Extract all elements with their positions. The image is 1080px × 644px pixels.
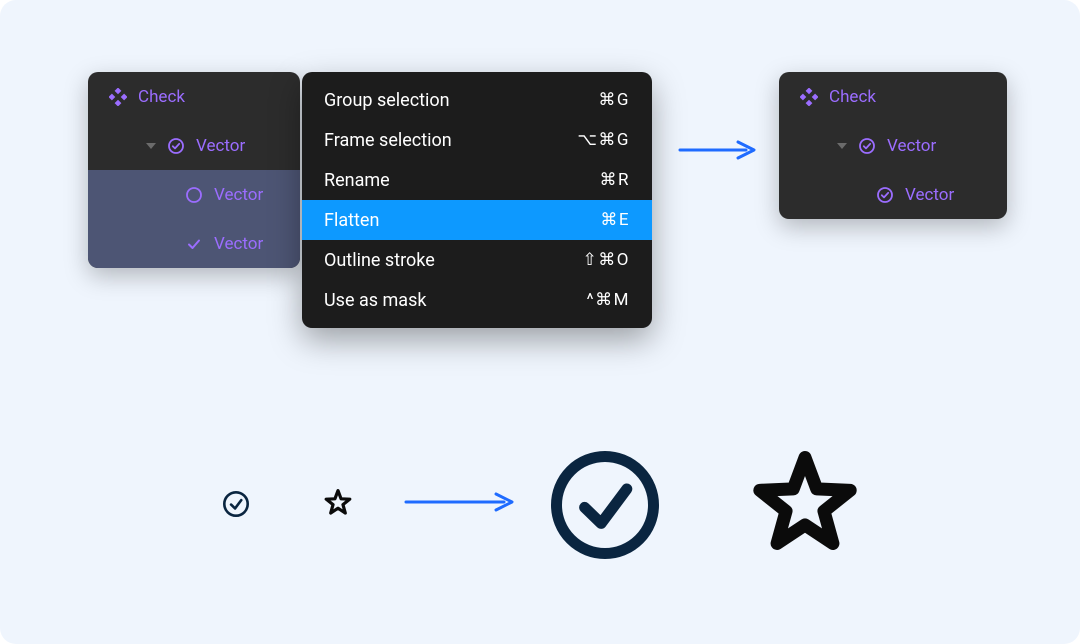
infographic-canvas: Check Vector Vector Vector Check Vector …: [0, 0, 1080, 644]
layer-label: Vector: [214, 234, 263, 254]
menu-item-label: Rename: [324, 170, 390, 191]
panel_after-row[interactable]: Vector: [779, 121, 1007, 170]
check-circle-small-icon: [222, 490, 250, 518]
menu-item[interactable]: Outline stroke ⇧⌘O: [302, 240, 652, 280]
panel_before: Check Vector Vector Vector: [88, 72, 300, 268]
panel_before-row[interactable]: Check: [88, 72, 300, 121]
caret-down-icon[interactable]: [146, 143, 156, 149]
circle-icon: [184, 186, 204, 204]
check-icon: [184, 235, 204, 253]
menu-item[interactable]: Flatten ⌘E: [302, 200, 652, 240]
menu-item-label: Group selection: [324, 90, 450, 111]
menu-item-shortcut: ⇧⌘O: [583, 250, 630, 270]
menu-item[interactable]: Frame selection ⌥⌘G: [302, 120, 652, 160]
menu-item[interactable]: Rename ⌘R: [302, 160, 652, 200]
context-menu: Group selection ⌘G Frame selection ⌥⌘G Renam…: [302, 72, 652, 328]
menu-item[interactable]: Use as mask ^⌘M: [302, 280, 652, 320]
check-circle-large-icon: [550, 450, 660, 560]
layer-label: Vector: [905, 185, 954, 205]
check-circle-icon: [857, 137, 877, 155]
menu-item-label: Flatten: [324, 210, 379, 231]
panel_before-row[interactable]: Vector: [88, 121, 300, 170]
menu-item-label: Use as mask: [324, 290, 427, 311]
menu-item-shortcut: ⌘R: [600, 170, 630, 190]
layer-label: Check: [829, 87, 876, 107]
component-icon: [799, 88, 819, 106]
panel_before-row[interactable]: Vector: [88, 170, 300, 219]
menu-item-shortcut: ⌘G: [598, 90, 630, 110]
menu-item-label: Outline stroke: [324, 250, 435, 271]
menu-item-shortcut: ⌘E: [600, 210, 630, 230]
arrow-bottom-icon: [404, 490, 514, 514]
layer-label: Vector: [196, 136, 245, 156]
star-small-icon: [323, 488, 353, 518]
arrow-top-icon: [678, 139, 756, 161]
panel_after-row[interactable]: Vector: [779, 170, 1007, 219]
menu-item-label: Frame selection: [324, 130, 452, 151]
layer-label: Check: [138, 87, 185, 107]
panel_after-row[interactable]: Check: [779, 72, 1007, 121]
check-circle-icon: [166, 137, 186, 155]
star-large-icon: [750, 450, 860, 560]
check-circle-icon: [875, 186, 895, 204]
panel_before-row[interactable]: Vector: [88, 219, 300, 268]
caret-down-icon[interactable]: [837, 143, 847, 149]
panel_after: Check Vector Vector: [779, 72, 1007, 219]
layer-label: Vector: [887, 136, 936, 156]
component-icon: [108, 88, 128, 106]
menu-item[interactable]: Group selection ⌘G: [302, 80, 652, 120]
menu-item-shortcut: ⌥⌘G: [577, 130, 630, 150]
menu-item-shortcut: ^⌘M: [587, 290, 630, 310]
layer-label: Vector: [214, 185, 263, 205]
